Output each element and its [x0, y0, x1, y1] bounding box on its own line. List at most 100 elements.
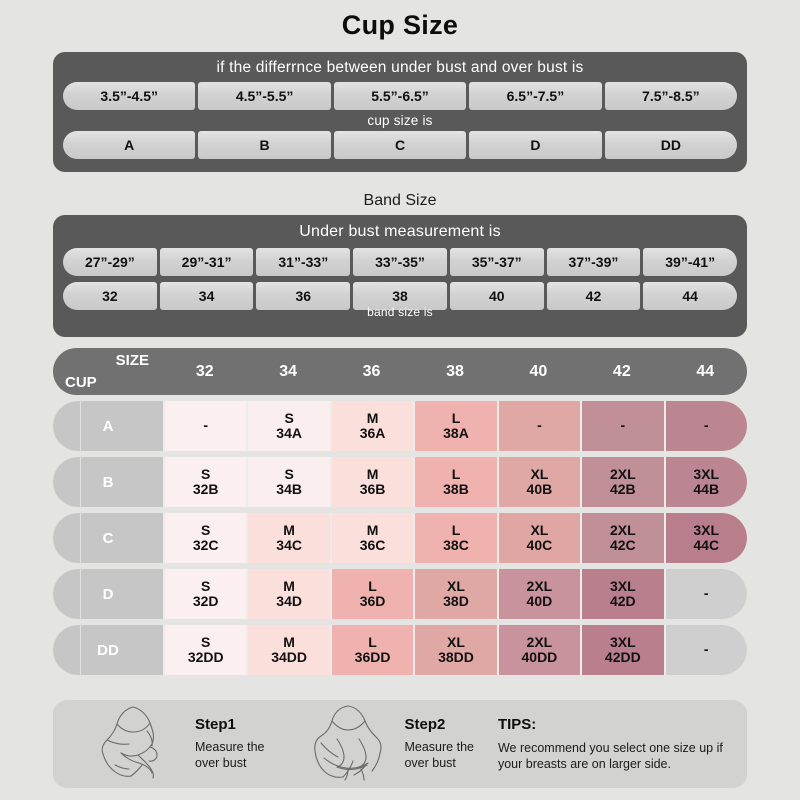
- matrix-row-A: A - S 34A M 36A L 38A - - -: [53, 401, 747, 451]
- matrix-row-label-DD: DD: [53, 625, 163, 675]
- cup-letters-row: A B C D DD: [53, 131, 747, 159]
- cell-code-label: 34B: [276, 481, 302, 497]
- cell-size-label: 2XL: [609, 465, 636, 482]
- cell-code-label: 40D: [526, 593, 553, 609]
- matrix-row-label-C: C: [53, 513, 163, 563]
- cell-code-label: 38C: [443, 537, 469, 553]
- cell-code-label: 38A: [443, 425, 469, 441]
- band-number-pill-0: 32: [63, 282, 157, 310]
- matrix-cell-D-44: -: [663, 569, 747, 619]
- cup-letter-pill-0: A: [63, 131, 196, 159]
- cup-letter-pill-2: C: [333, 131, 467, 159]
- matrix-column-header-42: 42: [612, 362, 631, 380]
- cell-size-label: S: [201, 465, 211, 482]
- matrix-column-header-40: 40: [529, 362, 548, 380]
- cell-size-label: 2XL: [526, 577, 553, 594]
- cell-code-label: 42D: [609, 593, 636, 609]
- band-number-pill-3: 38: [353, 282, 447, 310]
- matrix-column-header-38: 38: [446, 362, 464, 380]
- cell-size-label: -: [203, 417, 209, 434]
- cell-code-label: 36D: [359, 593, 386, 609]
- matrix-row-D: D S 32D M 34D L 36D XL 38D 2XL 40D 3XL 42D -: [53, 569, 747, 619]
- step1-desc-line2: over bust: [195, 756, 247, 770]
- cell-size-label: 2XL: [526, 633, 553, 650]
- cup-difference-pill-1: 4.5”-5.5”: [198, 82, 331, 110]
- band-size-heading: Band Size: [363, 192, 437, 209]
- matrix-cell-D-36: L 36D: [329, 569, 414, 619]
- cell-size-label: M: [366, 465, 379, 482]
- cell-code-label: 36DD: [354, 649, 391, 665]
- cell-code-label: 34A: [276, 425, 302, 441]
- cell-size-label: XL: [447, 633, 465, 650]
- cell-code-label: 42DD: [604, 649, 641, 665]
- band-measurement-pill-6: 39”-41”: [643, 248, 738, 276]
- cell-size-label: L: [451, 465, 461, 482]
- step2-block: Step2 Measure the over bust: [264, 700, 474, 788]
- cup-size-caption: cup size is: [367, 113, 433, 128]
- matrix-row-B: B S 32B S 34B M 36B L 38B XL 40B 2XL 42B 3XL 44B: [53, 457, 747, 507]
- cell-size-label: 2XL: [609, 521, 636, 538]
- cell-size-label: 3XL: [609, 577, 636, 594]
- matrix-cell-A-40: -: [496, 401, 581, 451]
- matrix-cell-B-34: S 34B: [246, 457, 330, 507]
- matrix-corner-cell: SIZE CUP: [53, 348, 163, 395]
- matrix-cell-A-42: -: [580, 401, 664, 451]
- cell-code-label: 34D: [276, 593, 302, 609]
- cup-difference-pill-3: 6.5”-7.5”: [469, 82, 602, 110]
- band-size-panel: Under bust measurement is 27”-29” 29”-31”…: [53, 215, 747, 337]
- cell-code-label: 40B: [526, 481, 553, 497]
- cell-size-label: S: [201, 633, 211, 650]
- band-measurement-row: 27”-29” 29”-31” 31”-33” 33”-35” 35”-37” 37”-3…: [53, 248, 747, 276]
- matrix-cell-B-44: 3XL 44B: [663, 457, 747, 507]
- cup-letter-pill-4: DD: [604, 131, 738, 159]
- cell-code-label: 44C: [693, 537, 720, 553]
- cell-code-label: 36A: [359, 425, 386, 441]
- matrix-cell-A-34: S 34A: [246, 401, 330, 451]
- matrix-cell-B-38: L 38B: [413, 457, 497, 507]
- matrix-column-header-32: 32: [195, 362, 214, 380]
- cell-code-label: 34C: [276, 537, 302, 553]
- cell-size-label: XL: [530, 465, 549, 482]
- matrix-column-header-44: 44: [696, 362, 715, 380]
- cell-code-label: 42B: [609, 481, 636, 497]
- matrix-cell-B-40: XL 40B: [496, 457, 581, 507]
- cell-code-label: 42C: [609, 537, 636, 553]
- cell-code-label: 32C: [192, 537, 219, 553]
- matrix-cell-A-36: M 36A: [329, 401, 414, 451]
- matrix-cell-DD-40: 2XL 40DD: [496, 625, 581, 675]
- cell-code-label: 34DD: [271, 649, 308, 665]
- band-number-pill-1: 34: [159, 282, 254, 310]
- measurement-guide-footer: Step1 Measure the over bust: [53, 700, 747, 788]
- cell-size-label: M: [283, 633, 295, 650]
- matrix-cell-D-42: 3XL 42D: [580, 569, 664, 619]
- corner-size-label: SIZE: [115, 352, 149, 369]
- cell-code-label: 40C: [526, 537, 553, 553]
- matrix-cell-A-32: -: [163, 401, 247, 451]
- cup-difference-row: 3.5”-4.5” 4.5”-5.5” 5.5”-6.5” 6.5”-7.5” 7.5”…: [53, 82, 747, 110]
- cell-code-label: 32B: [192, 481, 219, 497]
- step2-desc-line1: Measure the: [404, 740, 474, 755]
- matrix-row-label-A: A: [53, 401, 163, 451]
- cell-code-label: 36B: [359, 481, 386, 497]
- cell-code-label: 38D: [443, 593, 469, 609]
- matrix-cell-C-36: M 36C: [329, 513, 414, 563]
- matrix-cell-D-40: 2XL 40D: [496, 569, 581, 619]
- matrix-cell-D-34: M 34D: [246, 569, 330, 619]
- cell-size-label: 3XL: [609, 633, 636, 650]
- matrix-cell-C-38: L 38C: [413, 513, 497, 563]
- matrix-column-header-36: 36: [362, 362, 381, 380]
- cell-size-label: S: [284, 409, 294, 426]
- cell-size-label: M: [283, 577, 295, 594]
- matrix-cell-DD-44: -: [663, 625, 747, 675]
- band-size-caption: band size is: [367, 305, 433, 319]
- matrix-cell-DD-36: L 36DD: [329, 625, 414, 675]
- cell-code-label: 32DD: [187, 649, 224, 665]
- cell-size-label: 3XL: [693, 465, 720, 482]
- cup-difference-caption: if the differrnce between under bust and…: [216, 59, 584, 76]
- matrix-cell-C-42: 2XL 42C: [580, 513, 664, 563]
- cup-letter-pill-1: B: [198, 131, 331, 159]
- tips-line1: We recommend you select one size up if: [497, 740, 723, 755]
- band-number-pill-4: 40: [449, 282, 544, 310]
- band-measurement-caption: Under bust measurement is: [299, 223, 501, 240]
- cell-size-label: M: [366, 409, 379, 426]
